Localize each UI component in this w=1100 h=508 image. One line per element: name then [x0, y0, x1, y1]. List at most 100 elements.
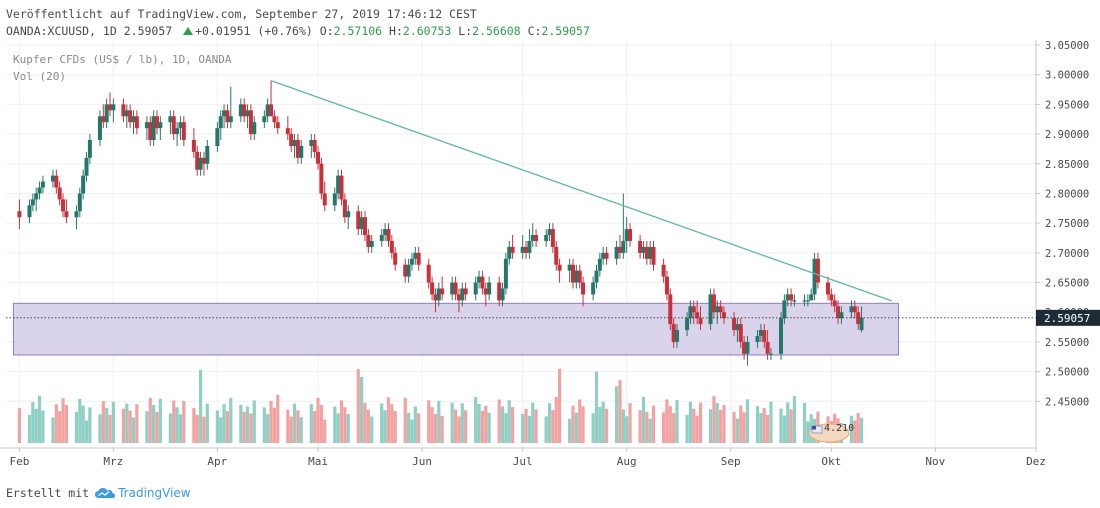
- volume-bar-48: [245, 406, 250, 443]
- candle-13: [81, 175, 86, 194]
- candle-81: [403, 264, 408, 277]
- volume-bar-43: [222, 404, 226, 443]
- candle-163: [785, 294, 790, 301]
- published-text: Veröffentlicht auf TradingView.com, Sept…: [6, 7, 477, 21]
- volume-bar-38: [198, 369, 203, 443]
- volume-bar-107: [524, 408, 528, 443]
- volume-bar-12: [78, 398, 82, 443]
- volume-bar-36: [192, 407, 196, 443]
- volume-bar-123: [598, 406, 602, 443]
- candle-127: [617, 246, 622, 253]
- volume-bar-50: [252, 400, 256, 443]
- volume-bar-161: [779, 408, 783, 443]
- candle-37: [195, 151, 200, 170]
- candle-113: [550, 229, 555, 247]
- volume-bar-111: [544, 416, 548, 443]
- candle-27: [148, 122, 153, 141]
- price-label: 2.59057: [1036, 309, 1100, 326]
- candle-56: [285, 128, 290, 135]
- candle-7: [54, 175, 59, 188]
- volume-bar-129: [625, 416, 629, 443]
- tradingview-logo[interactable]: TradingView: [95, 486, 191, 500]
- price-axis[interactable]: 2.450002.500002.550002.600002.650002.700…: [1036, 40, 1089, 408]
- candle-161: [779, 318, 784, 354]
- candle-3: [34, 193, 39, 200]
- candle-84: [413, 252, 418, 259]
- candle-16: [97, 116, 102, 141]
- y-tick-label-6: 2.75000: [1045, 218, 1089, 230]
- candle-51: [262, 116, 267, 123]
- volume-badge[interactable]: 4.210: [808, 423, 854, 443]
- volume-bar-65: [323, 419, 327, 443]
- candle-77: [383, 229, 388, 236]
- candle-124: [601, 252, 606, 259]
- y-tick-label-4: 2.65000: [1045, 278, 1089, 290]
- volume-bar-94: [460, 403, 464, 443]
- candle-142: [688, 306, 693, 319]
- low-label: L:: [458, 24, 473, 38]
- volume-bar-89: [437, 400, 441, 443]
- candle-137: [664, 276, 669, 295]
- volume-bar-31: [168, 413, 172, 443]
- candle-96: [473, 282, 478, 295]
- volume-bar-105: [511, 407, 515, 443]
- volume-bar-149: [719, 409, 723, 443]
- candle-134: [648, 246, 653, 259]
- candle-174: [836, 306, 841, 319]
- volume-bar-116: [568, 418, 572, 443]
- candle-60: [299, 145, 304, 158]
- candle-1: [27, 205, 32, 218]
- candle-165: [792, 300, 797, 302]
- volume-bar-90: [440, 415, 444, 443]
- published-note: Veröffentlicht auf TradingView.com, Sept…: [6, 7, 477, 21]
- candle-79: [389, 240, 394, 253]
- volume-bar-146: [708, 409, 713, 443]
- volume-bar-33: [175, 407, 179, 443]
- volume-bar-178: [856, 413, 860, 443]
- candle-38: [198, 157, 203, 170]
- candle-15: [87, 140, 92, 158]
- volume-bar-163: [786, 402, 790, 443]
- candle-54: [272, 116, 277, 123]
- time-axis[interactable]: Feb Mrz Apr Mai Jun Jul Aug Sep Okt Nov Dez: [9, 448, 1046, 468]
- volume-bar-99: [484, 405, 488, 443]
- volume-bar-141: [685, 414, 689, 443]
- x-tick-label-0: Feb: [9, 455, 29, 468]
- candle-29: [154, 116, 159, 129]
- x-tick-label-8: Okt: [821, 455, 841, 468]
- candle-86: [426, 264, 431, 283]
- volume-bar-37: [195, 414, 199, 443]
- candle-44: [225, 110, 230, 123]
- volume-bar-40: [205, 403, 209, 443]
- volume-bar-117: [571, 405, 575, 443]
- volume-bar-158: [762, 407, 766, 443]
- volume-bar-110: [534, 409, 538, 443]
- candle-80: [393, 252, 398, 265]
- candle-101: [497, 282, 502, 301]
- volume-bar-87: [430, 407, 434, 443]
- candle-126: [614, 246, 619, 259]
- candle-151: [732, 318, 737, 331]
- volume-bar-7: [54, 404, 58, 443]
- volume-bar-106: [521, 413, 525, 443]
- candle-110: [534, 235, 539, 241]
- volume-bar-83: [410, 419, 414, 443]
- candle-114: [554, 246, 559, 265]
- candle-123: [597, 258, 602, 271]
- candle-32: [171, 116, 176, 135]
- trend-line[interactable]: [270, 80, 892, 302]
- x-tick-label-10: Dez: [1026, 455, 1046, 468]
- volume-bar-10: [64, 404, 68, 443]
- candle-104: [507, 246, 512, 259]
- candle-63: [316, 151, 321, 164]
- volume-bar-134: [648, 418, 652, 443]
- candle-138: [668, 294, 673, 325]
- candle-48: [245, 110, 250, 117]
- candle-177: [852, 306, 857, 313]
- volume-bar-22: [125, 403, 129, 443]
- volume-bar-15: [88, 407, 92, 443]
- candle-24: [131, 116, 136, 123]
- close-label: C:: [527, 24, 542, 38]
- volume-bar-64: [319, 404, 323, 443]
